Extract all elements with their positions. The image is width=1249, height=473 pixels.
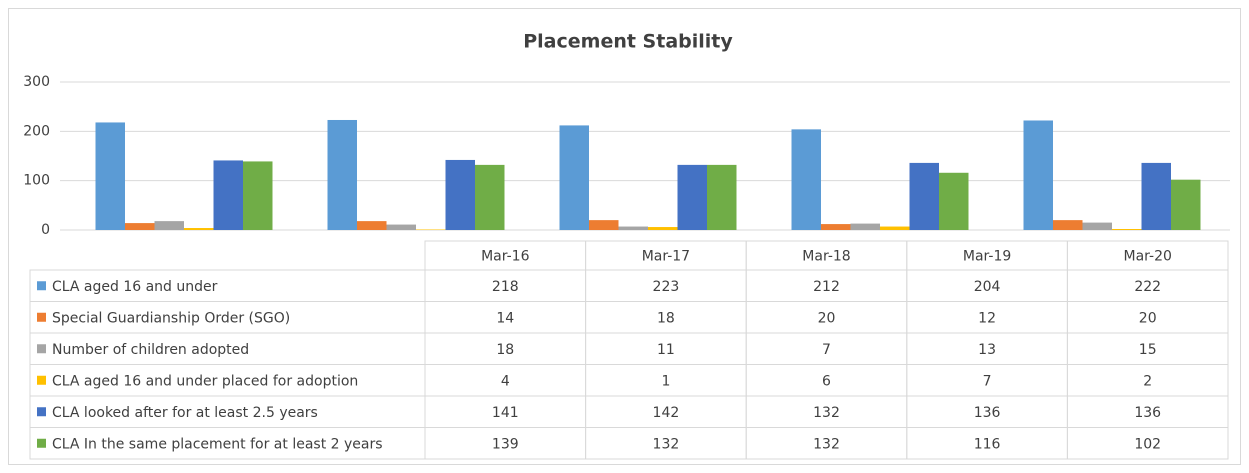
table-value: 116 [974, 436, 1001, 452]
table-value: 223 [653, 279, 680, 295]
bar [589, 220, 619, 230]
table-value: 18 [496, 342, 514, 358]
x-tick-label: Mar-17 [642, 249, 690, 265]
table-value: 218 [492, 279, 519, 295]
bar [125, 223, 155, 230]
bar [445, 159, 475, 230]
legend-label: CLA aged 16 and under placed for adoptio… [52, 373, 358, 389]
table-value: 142 [653, 405, 680, 421]
bar [475, 164, 505, 230]
table-value: 12 [978, 310, 996, 326]
table-value: 15 [1139, 342, 1157, 358]
bar [184, 228, 214, 230]
y-tick-label: 300 [23, 74, 50, 90]
bar [95, 122, 125, 230]
table-value: 14 [496, 310, 514, 326]
bar [1082, 222, 1112, 230]
x-tick-label: Mar-16 [481, 249, 529, 265]
bar [821, 224, 851, 230]
legend-swatch [37, 344, 46, 354]
bar [1023, 120, 1053, 230]
bar [386, 224, 416, 230]
table-value: 136 [1134, 405, 1161, 421]
bar [357, 221, 387, 230]
legend-label: Number of children adopted [52, 342, 249, 358]
table-value: 139 [492, 436, 519, 452]
table-value: 20 [1139, 310, 1157, 326]
x-tick-label: Mar-18 [802, 249, 850, 265]
chart-title: Placement Stability [523, 31, 733, 53]
bar [559, 125, 589, 230]
bar [648, 227, 678, 230]
y-tick-label: 100 [23, 173, 50, 189]
bar [154, 221, 184, 230]
bar [1112, 229, 1142, 230]
table-value: 7 [983, 373, 992, 389]
legend-label: CLA looked after for at least 2.5 years [52, 405, 318, 421]
table-value: 222 [1134, 279, 1161, 295]
bar [243, 161, 273, 230]
chart-frame [8, 8, 1241, 465]
table-value: 11 [657, 342, 675, 358]
table-row [29, 427, 1229, 460]
legend-swatch [37, 312, 46, 322]
y-tick-label: 0 [41, 222, 50, 238]
bar [677, 164, 707, 230]
bar [1171, 179, 1201, 230]
legend-label: Special Guardianship Order (SGO) [52, 310, 290, 326]
bar [939, 172, 969, 230]
table-value: 1 [661, 373, 670, 389]
bar [1053, 220, 1083, 230]
table-value: 136 [974, 405, 1001, 421]
bar [791, 129, 821, 230]
table-value: 20 [818, 310, 836, 326]
bar [880, 226, 910, 230]
table-value: 6 [822, 373, 831, 389]
table-value: 212 [813, 279, 840, 295]
y-tick-label: 200 [23, 123, 50, 139]
x-tick-label: Mar-20 [1124, 249, 1172, 265]
bar [909, 162, 939, 230]
table-value: 132 [653, 436, 680, 452]
bar [1141, 162, 1171, 230]
bar [213, 160, 243, 230]
bar [707, 164, 737, 230]
table-value: 18 [657, 310, 675, 326]
table-value: 102 [1134, 436, 1161, 452]
legend-swatch [37, 375, 46, 385]
table-value: 141 [492, 405, 519, 421]
bar [327, 119, 357, 230]
bar [850, 223, 880, 230]
table-value: 204 [974, 279, 1001, 295]
legend-swatch [37, 281, 46, 291]
legend-swatch [37, 438, 46, 448]
bar [618, 226, 648, 230]
table-value: 4 [501, 373, 510, 389]
legend-label: CLA aged 16 and under [52, 279, 218, 295]
x-tick-label: Mar-19 [963, 249, 1011, 265]
table-value: 132 [813, 436, 840, 452]
legend-label: CLA In the same placement for at least 2… [52, 436, 383, 452]
table-value: 132 [813, 405, 840, 421]
table-value: 7 [822, 342, 831, 358]
table-value: 2 [1143, 373, 1152, 389]
legend-swatch [37, 407, 46, 417]
table-value: 13 [978, 342, 996, 358]
